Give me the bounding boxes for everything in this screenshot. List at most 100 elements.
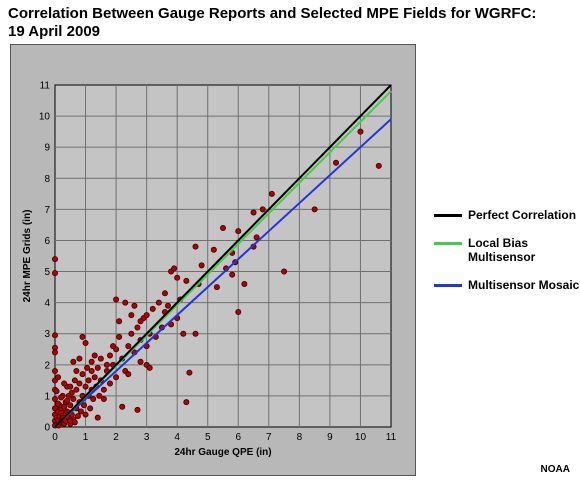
- data-point: [100, 396, 107, 403]
- data-point: [210, 246, 217, 253]
- data-point: [91, 374, 98, 381]
- y-tick-label: 11: [40, 81, 51, 92]
- data-point: [55, 400, 62, 407]
- data-point: [259, 206, 266, 213]
- data-point: [94, 364, 101, 371]
- legend-item-perfect-correlation: Perfect Correlation: [434, 208, 580, 222]
- y-tick-label: 5: [44, 267, 50, 278]
- data-point: [131, 302, 138, 309]
- data-point: [375, 162, 382, 169]
- data-point: [213, 284, 220, 291]
- chart-title: Correlation Between Gauge Reports and Se…: [8, 5, 568, 41]
- data-point: [88, 368, 95, 375]
- data-point: [161, 290, 168, 297]
- legend-label-local-bias-multisensor: Local Bias Multisensor: [468, 236, 536, 264]
- data-point: [52, 396, 59, 403]
- data-point: [219, 225, 226, 232]
- data-point: [52, 332, 59, 339]
- y-axis-label: 24hr MPE Grids (in): [22, 210, 33, 303]
- data-point: [106, 352, 113, 359]
- data-point: [134, 406, 141, 413]
- data-point: [122, 299, 129, 306]
- legend-swatch-local-bias-multisensor: [434, 242, 462, 245]
- x-tick-label: 1: [83, 432, 89, 443]
- data-point: [137, 318, 144, 325]
- data-point: [106, 380, 113, 387]
- data-point: [128, 312, 135, 319]
- data-point: [71, 377, 78, 384]
- x-tick-label: 7: [266, 432, 272, 443]
- chart-title-line-1: Correlation Between Gauge Reports and Se…: [8, 5, 537, 22]
- perfect-correlation-line: [54, 84, 392, 428]
- y-tick-label: 9: [44, 143, 50, 154]
- data-point: [90, 396, 97, 403]
- chart-panel: 0 1 2 3 4 5 6 7 8 9 10 11 0 1 2 3 4 5 6 7 8 9 10 11 24hr Gauge Q…: [10, 44, 416, 476]
- y-tick-label: 8: [44, 174, 50, 185]
- data-point: [79, 333, 86, 340]
- data-point: [79, 371, 86, 378]
- y-tick-label: 7: [44, 205, 50, 216]
- data-point: [58, 410, 65, 417]
- chart-title-line-2: 19 April 2009: [8, 23, 100, 40]
- data-point: [128, 330, 135, 337]
- y-tick-label: 4: [44, 298, 50, 309]
- x-tick-label: 4: [174, 432, 180, 443]
- data-point: [70, 358, 77, 365]
- data-point: [67, 402, 74, 409]
- scatter-chart: 0 1 2 3 4 5 6 7 8 9 10 11 0 1 2 3 4 5 6 7 8 9 10 11 24hr Gauge Q…: [22, 81, 397, 459]
- data-point: [113, 296, 120, 303]
- data-point: [192, 243, 199, 250]
- data-point: [155, 299, 162, 306]
- data-point: [94, 414, 101, 421]
- data-point: [149, 305, 156, 312]
- x-tick-label: 6: [235, 432, 241, 443]
- data-point: [82, 383, 89, 390]
- x-axis-label: 24hr Gauge QPE (in): [174, 447, 271, 458]
- data-point: [281, 268, 288, 275]
- data-point: [143, 312, 150, 319]
- data-point: [116, 318, 123, 325]
- data-point: [235, 308, 242, 315]
- data-point: [198, 262, 205, 269]
- x-tick-label: 9: [327, 432, 333, 443]
- data-point: [65, 392, 72, 399]
- data-point: [52, 368, 59, 375]
- data-point: [250, 209, 257, 216]
- legend-item-multisensor-mosaic: Multisensor Mosaic: [434, 278, 580, 292]
- data-point: [192, 330, 199, 337]
- data-point: [235, 228, 242, 235]
- y-tick-label: 10: [39, 112, 51, 123]
- data-point: [333, 159, 340, 166]
- x-tick-label: 0: [52, 432, 58, 443]
- legend-swatch-perfect-correlation: [434, 214, 462, 217]
- data-point: [183, 277, 190, 284]
- data-point: [81, 402, 88, 409]
- data-point: [125, 343, 132, 350]
- data-point: [113, 374, 120, 381]
- data-point: [61, 403, 68, 410]
- data-point: [134, 324, 141, 331]
- x-tick-label: 8: [297, 432, 303, 443]
- data-point: [82, 411, 89, 418]
- data-point: [52, 270, 59, 277]
- y-tick-label: 0: [44, 423, 50, 434]
- y-tick-label: 2: [44, 360, 50, 371]
- y-tick-label: 6: [44, 236, 50, 247]
- data-point: [268, 190, 275, 197]
- data-point: [53, 388, 60, 395]
- data-point: [97, 355, 104, 362]
- y-tick-label: 3: [44, 329, 50, 340]
- x-tick-label: 11: [386, 432, 397, 443]
- data-point: [103, 361, 110, 368]
- legend-label-multisensor-mosaic: Multisensor Mosaic: [468, 278, 580, 292]
- data-point: [125, 371, 132, 378]
- data-point: [52, 349, 59, 356]
- data-point: [88, 358, 95, 365]
- data-point: [58, 394, 65, 401]
- axes: 0 1 2 3 4 5 6 7 8 9 10 11 0 1 2 3 4 5 6 7 8 9 10 11 24hr Gauge Q…: [22, 81, 397, 459]
- data-point: [84, 364, 91, 371]
- data-point: [77, 408, 84, 415]
- x-tick-label: 2: [113, 432, 119, 443]
- data-point: [55, 374, 62, 381]
- data-point: [100, 386, 107, 393]
